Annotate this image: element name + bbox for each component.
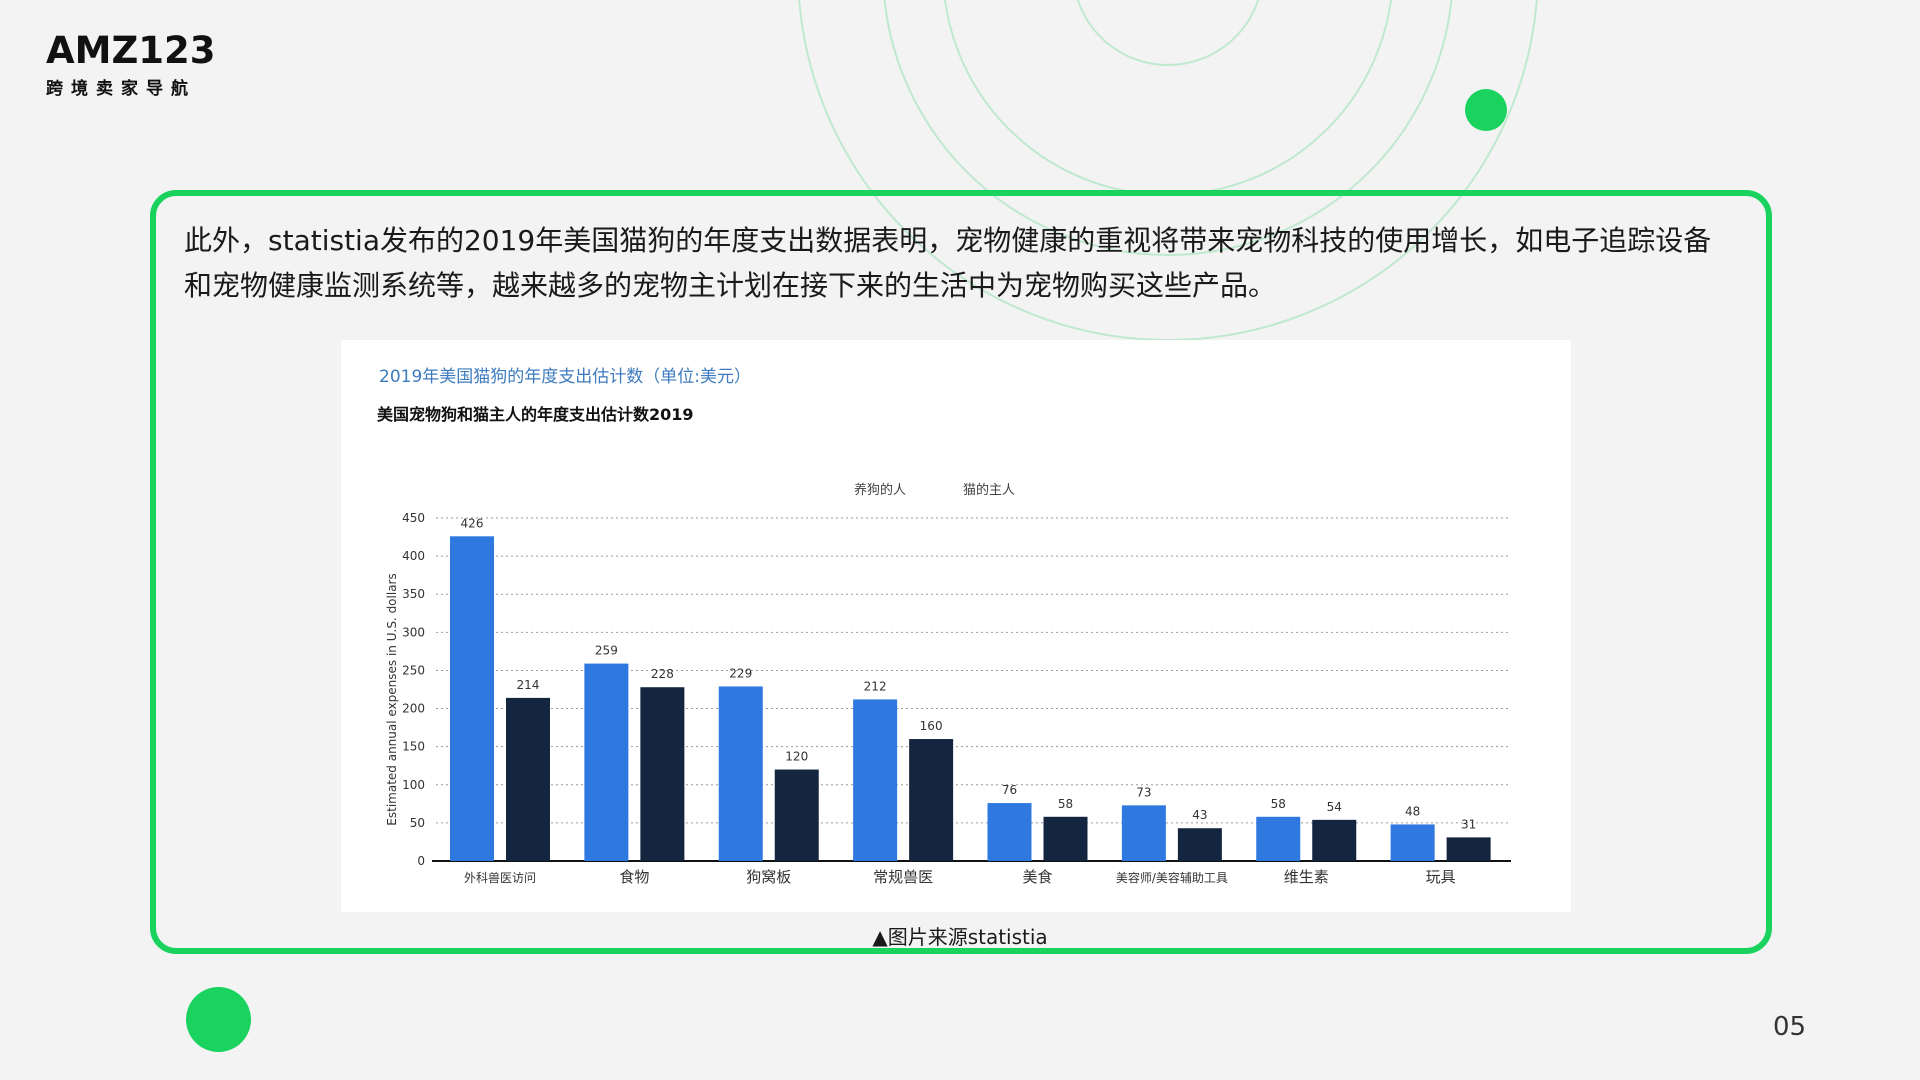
- bar-1-0: [584, 663, 629, 861]
- bar-6-1: [1312, 819, 1357, 861]
- x-tick-label-3: 常规兽医: [873, 868, 933, 886]
- logo-sub-text: 跨境卖家导航: [46, 79, 196, 99]
- y-tick-label-250: 250: [402, 663, 425, 677]
- decorative-dot-bottom: [186, 987, 251, 1052]
- y-axis-label: Estimated annual expenses in U.S. dollar…: [385, 573, 399, 825]
- bar-1-1: [640, 687, 685, 861]
- bar-5-0: [1121, 805, 1166, 861]
- x-tick-label-0: 外科兽医访问: [464, 871, 536, 885]
- chart-subtitle: 美国宠物狗和猫主人的年度支出估计数2019: [377, 405, 694, 424]
- logo-main-text: AMZ123: [46, 29, 216, 72]
- bar-2-1: [774, 769, 819, 861]
- data-label-0-0: 426: [461, 516, 484, 530]
- x-tick-label-1: 食物: [619, 868, 649, 886]
- legend-entry-1: 猫的主人: [963, 482, 1015, 498]
- data-label-7-0: 48: [1405, 804, 1420, 818]
- chart-card: 2019年美国猫狗的年度支出估计数（单位:美元） 美国宠物狗和猫主人的年度支出估计…: [341, 340, 1571, 912]
- bar-5-1: [1177, 828, 1222, 861]
- data-label-5-1: 43: [1192, 808, 1207, 822]
- data-label-6-1: 54: [1327, 800, 1342, 814]
- x-tick-label-6: 维生素: [1284, 868, 1329, 886]
- y-tick-label-400: 400: [402, 549, 425, 563]
- data-label-3-1: 160: [920, 719, 943, 733]
- bar-4-1: [1043, 816, 1088, 861]
- y-tick-label-350: 350: [402, 587, 425, 601]
- data-label-7-1: 31: [1461, 817, 1476, 831]
- data-label-4-0: 76: [1002, 783, 1017, 797]
- bar-0-0: [450, 536, 494, 861]
- y-tick-label-50: 50: [410, 816, 425, 830]
- data-label-6-0: 58: [1271, 797, 1286, 811]
- data-label-0-1: 214: [517, 678, 540, 692]
- page-number: 05: [1773, 1012, 1807, 1042]
- data-label-2-0: 229: [729, 666, 752, 680]
- intro-paragraph: 此外，statistia发布的2019年美国猫狗的年度支出数据表明，宠物健康的重…: [184, 224, 1712, 302]
- brand-logo: AMZ123 跨境卖家导航: [46, 29, 216, 100]
- bar-2-0: [718, 686, 763, 861]
- data-label-3-0: 212: [864, 679, 887, 693]
- y-tick-label-300: 300: [402, 625, 425, 639]
- bar-3-1: [909, 739, 954, 861]
- bar-4-0: [987, 803, 1032, 861]
- bar-6-0: [1256, 816, 1301, 861]
- data-label-1-0: 259: [595, 644, 618, 658]
- x-tick-label-4: 美食: [1022, 868, 1052, 886]
- data-label-4-1: 58: [1058, 797, 1073, 811]
- y-tick-label-150: 150: [402, 740, 425, 754]
- bar-7-0: [1390, 824, 1435, 861]
- bar-3-0: [853, 699, 898, 861]
- image-caption: ▲图片来源statistia: [872, 925, 1048, 949]
- data-label-2-1: 120: [785, 750, 808, 764]
- decorative-dot-top: [1465, 89, 1507, 131]
- x-tick-label-7: 玩具: [1426, 868, 1456, 886]
- x-tick-label-5: 美容师/美容辅助工具: [1116, 870, 1228, 885]
- data-label-1-1: 228: [651, 667, 674, 681]
- bar-chart: 2019年美国猫狗的年度支出估计数（单位:美元） 美国宠物狗和猫主人的年度支出估计…: [377, 367, 1511, 886]
- bar-7-1: [1446, 837, 1491, 861]
- legend-entry-0: 养狗的人: [854, 482, 906, 498]
- bar-0-1: [506, 697, 550, 861]
- y-tick-label-200: 200: [402, 702, 425, 716]
- chart-title: 2019年美国猫狗的年度支出估计数（单位:美元）: [379, 367, 751, 387]
- y-tick-label-0: 0: [417, 854, 425, 868]
- y-tick-label-450: 450: [402, 511, 425, 525]
- data-label-5-0: 73: [1136, 785, 1151, 799]
- content-frame: [150, 190, 1772, 954]
- x-tick-label-2: 狗窝板: [746, 868, 791, 886]
- y-tick-label-100: 100: [402, 778, 425, 792]
